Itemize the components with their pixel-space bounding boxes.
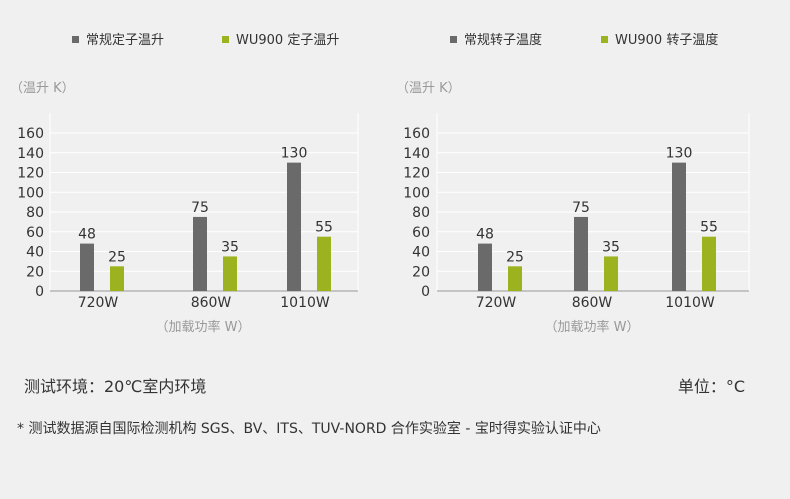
bar [287,162,301,291]
legend-swatch [450,36,457,43]
x-tick-label: 860W [191,295,232,311]
y-tick-label: 140 [403,146,430,162]
test-environment-label: 测试环境：20℃室内环境 [24,377,207,396]
bar [574,216,588,291]
bar [223,256,237,291]
legend-label: 常规定子温升 [86,33,164,48]
y-tick-label: 0 [35,284,44,300]
bar [317,236,331,291]
data-label: 25 [506,249,524,265]
unit-label: 单位：°C [677,377,745,396]
bar [80,243,94,291]
bar [672,162,686,291]
y-tick-label: 40 [26,245,44,261]
x-tick-label: 720W [78,295,119,311]
y-tick-label: 60 [412,225,430,241]
x-tick-label: 1010W [665,295,715,311]
data-source-note: * 测试数据源自国际检测机构 SGS、BV、ITS、TUV-NORD 合作实验室… [17,421,601,437]
data-label: 48 [78,227,96,243]
legend-label: WU900 定子温升 [236,33,339,48]
data-label: 25 [108,249,126,265]
y-tick-label: 120 [17,166,44,182]
bar [604,256,618,291]
legend-label: WU900 转子温度 [615,32,718,48]
y-axis-label: （温升 K） [396,81,461,96]
y-tick-label: 0 [421,284,430,300]
chart-2: 0 20 40 60 80 100 120 140 160 （温升 K） 常规转子温度 WU900 转… [396,32,750,335]
y-tick-label: 120 [403,166,430,182]
bar [478,243,492,291]
y-tick-label: 20 [26,264,44,280]
x-axis-label: （加载功率 W） [156,319,251,335]
bar [702,236,716,291]
data-label: 75 [572,200,590,216]
chart-1: 0 20 40 60 80 100 120 140 160 （温升 K） 常规定子温升 WU900 定… [10,33,359,335]
y-tick-label: 80 [26,205,44,221]
x-tick-label: 860W [572,295,613,311]
legend-swatch [222,36,229,43]
data-label: 130 [666,146,693,162]
bar [110,266,124,291]
y-tick-label: 80 [412,205,430,221]
data-label: 130 [281,146,308,162]
data-label: 75 [191,200,209,216]
y-tick-label: 160 [403,126,430,142]
x-tick-label: 720W [476,295,517,311]
y-tick-label: 140 [17,146,44,162]
legend-swatch [601,36,608,43]
data-label: 35 [221,239,239,255]
data-label: 55 [315,220,333,236]
bar [193,216,207,291]
y-tick-label: 20 [412,264,430,280]
y-tick-label: 100 [403,185,430,201]
legend-label: 常规转子温度 [464,32,542,48]
bar [508,266,522,291]
data-label: 48 [476,227,494,243]
y-tick-label: 160 [17,126,44,142]
y-tick-label: 60 [26,225,44,241]
data-label: 35 [602,239,620,255]
y-tick-label: 100 [17,185,44,201]
y-tick-label: 40 [412,245,430,261]
data-label: 55 [700,220,718,236]
legend-swatch [72,36,79,43]
x-tick-label: 1010W [280,295,330,311]
y-axis-label: （温升 K） [10,81,75,96]
x-axis-label: （加载功率 W） [545,319,640,335]
